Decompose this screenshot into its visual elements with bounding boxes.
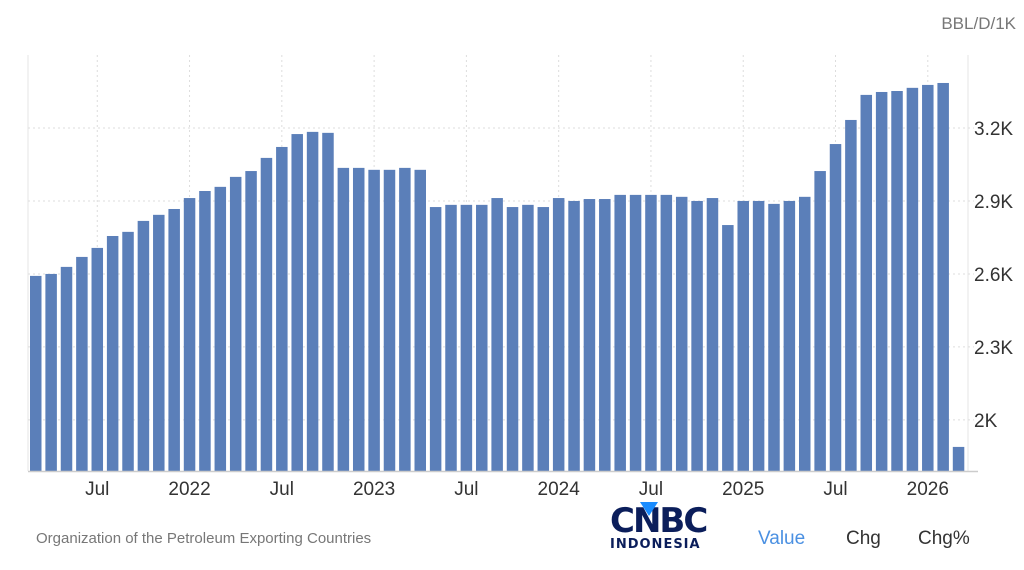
logo-text: CNBC — [610, 501, 708, 541]
bar-2021-04 — [45, 273, 57, 471]
bar-2024-06 — [629, 194, 642, 471]
x-tick-label: 2025 — [722, 479, 764, 500]
y-tick-label: 2K — [974, 411, 998, 432]
bar-2025-07 — [829, 144, 842, 472]
bar-2025-12 — [906, 87, 919, 471]
bar-2024-01 — [552, 198, 565, 472]
logo-subtext: INDONESIA — [610, 537, 701, 552]
bar-2021-11 — [153, 214, 165, 471]
bar-2024-07 — [645, 194, 657, 471]
bar-2023-06 — [445, 204, 457, 472]
bar-2023-03 — [399, 167, 411, 472]
bar-2024-08 — [660, 194, 673, 471]
tab-chg[interactable]: Chg — [846, 528, 881, 549]
bar-2022-09 — [306, 131, 319, 471]
bar-2025-04 — [783, 200, 796, 471]
bar-2023-08 — [476, 204, 488, 472]
bar-2025-02 — [752, 200, 765, 471]
bar-2022-02 — [199, 190, 211, 471]
unit-label: BBL/D/1K — [941, 14, 1016, 33]
bar-2022-07 — [276, 146, 288, 472]
bar-2026-03 — [952, 446, 965, 471]
cnbc-indonesia-logo: CNBC INDONESIA — [610, 501, 720, 554]
bar-2022-08 — [291, 134, 303, 471]
bar-2025-01 — [737, 200, 749, 471]
x-tick-label: 2026 — [907, 479, 949, 500]
bar-2025-08 — [845, 119, 857, 472]
bar-2025-03 — [768, 203, 780, 471]
source-text: Organization of the Petroleum Exporting … — [36, 530, 372, 547]
bar-2021-07 — [91, 247, 104, 471]
bar-2026-01 — [922, 84, 934, 472]
bar-2024-02 — [568, 200, 580, 471]
bar-2024-03 — [583, 199, 596, 471]
bar-2024-09 — [675, 196, 688, 472]
bar-2021-12 — [168, 208, 180, 471]
bar-2026-02 — [937, 82, 949, 471]
bar-2025-05 — [799, 196, 811, 472]
bar-2021-05 — [60, 266, 73, 471]
bar-2023-01 — [368, 169, 380, 471]
bar-2024-12 — [722, 225, 734, 471]
bar-2022-01 — [183, 198, 196, 472]
x-tick-label: 2024 — [538, 479, 581, 500]
bar-2023-11 — [522, 204, 534, 472]
bar-2023-05 — [429, 207, 442, 471]
bar-2021-03 — [30, 275, 42, 471]
bar-2023-12 — [537, 207, 550, 471]
bar-2023-04 — [414, 169, 426, 471]
bar-2024-05 — [614, 194, 626, 471]
y-tick-label: 2.9K — [974, 192, 1013, 213]
bar-2022-04 — [229, 176, 242, 471]
bar-2025-11 — [891, 91, 903, 472]
bar-2022-03 — [214, 186, 227, 471]
bar-2022-12 — [352, 167, 365, 472]
bar-2024-11 — [706, 198, 719, 472]
tab-value[interactable]: Value — [758, 528, 806, 549]
x-tick-label: 2023 — [353, 479, 395, 500]
view-tabs: Value Chg Chg% — [758, 528, 970, 550]
bar-2025-09 — [860, 94, 873, 471]
bar-2025-06 — [814, 171, 826, 471]
bar-2022-06 — [260, 157, 273, 471]
bar-2022-11 — [337, 167, 350, 472]
bar-2022-10 — [322, 132, 334, 471]
bar-2021-06 — [76, 256, 88, 471]
x-tick-label: Jul — [823, 479, 847, 500]
bar-2023-09 — [491, 198, 503, 472]
logo-triangle-icon — [640, 502, 658, 516]
bar-2025-10 — [875, 91, 888, 471]
tab-chg-percent[interactable]: Chg% — [918, 528, 970, 549]
x-tick-label: 2022 — [168, 479, 210, 500]
bar-2021-08 — [106, 235, 119, 471]
y-tick-label: 2.6K — [974, 265, 1013, 286]
bar-2023-02 — [383, 169, 396, 471]
bar-2023-10 — [506, 207, 519, 471]
bar-2024-10 — [691, 200, 703, 471]
x-tick-label: Jul — [639, 479, 663, 500]
y-tick-label: 3.2K — [974, 119, 1013, 140]
bar-2021-09 — [122, 231, 134, 471]
bar-2022-05 — [245, 171, 257, 471]
y-tick-label: 2.3K — [974, 338, 1013, 359]
bar-2023-07 — [460, 204, 473, 472]
bar-2024-04 — [599, 199, 611, 471]
x-tick-label: Jul — [85, 479, 109, 500]
x-tick-label: Jul — [454, 479, 478, 500]
bar-2021-10 — [137, 220, 150, 471]
x-tick-label: Jul — [270, 479, 294, 500]
